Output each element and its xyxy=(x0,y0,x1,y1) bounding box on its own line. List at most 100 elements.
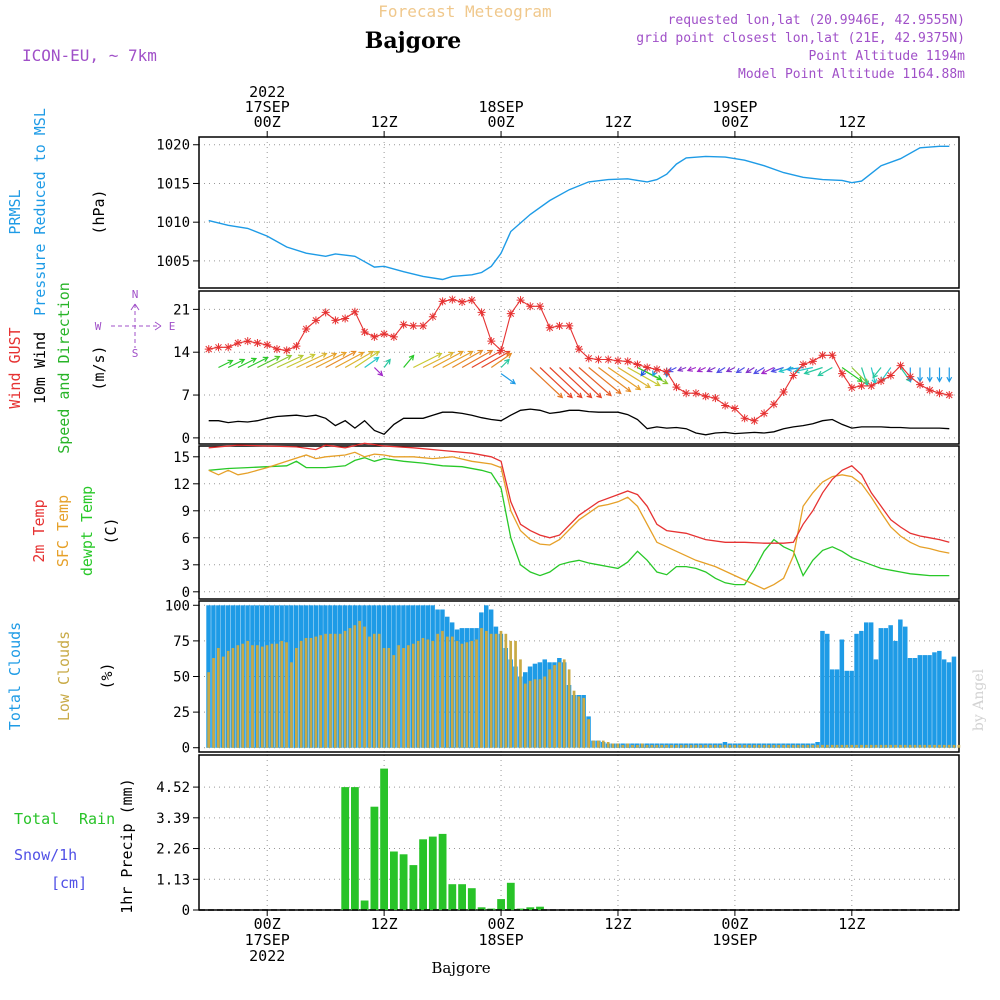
total-cloud-bar xyxy=(927,655,932,748)
low-cloud-bar xyxy=(577,696,581,748)
wind-direction-arrow xyxy=(452,349,484,369)
gust-marker xyxy=(204,345,213,354)
gust-marker xyxy=(575,345,583,354)
low-cloud-bar xyxy=(485,630,488,748)
gust-marker xyxy=(672,383,681,392)
time-label-top: 00Z xyxy=(488,113,515,131)
gust-marker xyxy=(896,361,905,370)
y-tick-label: 0 xyxy=(182,741,190,757)
y-tick-label: 2.26 xyxy=(156,842,190,858)
y-tick-label: 100 xyxy=(165,598,190,614)
low-cloud-bar xyxy=(616,743,620,748)
low-cloud-bar xyxy=(450,636,454,748)
precip-bar xyxy=(467,888,476,910)
total-cloud-bar xyxy=(825,633,830,748)
gust-marker xyxy=(282,346,291,355)
low-cloud-bar xyxy=(558,662,561,748)
time-label-bottom: 18SEP xyxy=(478,931,523,949)
gust-marker xyxy=(321,308,330,317)
total-cloud-bar xyxy=(907,658,913,748)
wind-direction-arrow xyxy=(305,352,338,369)
low-cloud-bar xyxy=(533,679,537,748)
precip-bar xyxy=(351,787,359,910)
total-cloud-bar xyxy=(849,670,854,748)
low-cloud-bar xyxy=(470,640,474,748)
gust-marker xyxy=(341,314,350,323)
wind-direction-arrow xyxy=(706,366,716,373)
time-label-bottom: 12Z xyxy=(371,915,398,933)
gust-marker xyxy=(419,321,428,330)
gust-marker xyxy=(458,298,467,307)
low-cloud-bar xyxy=(709,744,712,748)
y-tick-label: 1005 xyxy=(156,254,190,270)
panel-frame xyxy=(198,600,960,753)
low-cloud-bar xyxy=(324,633,327,748)
panel-wind: 0 7 14 21 xyxy=(173,290,960,447)
low-cloud-bar xyxy=(246,640,249,748)
low-cloud-bar xyxy=(368,636,371,748)
low-cloud-bar xyxy=(928,744,931,748)
compass-arrow-e xyxy=(154,321,162,331)
low-cloud-bar xyxy=(397,645,400,748)
wind-direction-arrow xyxy=(677,366,687,372)
low-cloud-bar xyxy=(519,659,522,748)
series-dewpt-temp xyxy=(208,457,950,586)
total-cloud-bar xyxy=(829,669,835,748)
low-cloud-bar xyxy=(421,638,425,748)
precip-bar xyxy=(341,787,350,910)
low-cloud-bar xyxy=(743,744,746,748)
low-cloud-bar xyxy=(816,744,819,748)
y-tick-label: 7 xyxy=(182,388,190,404)
low-cloud-bar xyxy=(523,683,527,748)
total-cloud-bar xyxy=(878,628,884,748)
gust-marker xyxy=(331,316,340,325)
low-cloud-bar xyxy=(801,744,805,748)
ylabel-dewpt-temp: dewpt Temp xyxy=(78,486,96,576)
total-cloud-bar xyxy=(932,652,937,748)
low-cloud-bar xyxy=(329,633,332,748)
gust-marker xyxy=(311,316,320,325)
low-cloud-bar xyxy=(874,744,878,748)
gust-marker xyxy=(360,328,369,337)
low-cloud-bar xyxy=(860,744,863,748)
label-cm: [cm] xyxy=(51,874,87,892)
low-cloud-bar xyxy=(952,744,956,748)
low-cloud-bar xyxy=(879,744,883,748)
gust-marker xyxy=(536,302,545,311)
wind-direction-arrow xyxy=(237,357,258,369)
ylabel-unit-hpa: (hPa) xyxy=(90,189,108,234)
gust-marker xyxy=(448,295,457,304)
gust-marker xyxy=(643,363,652,372)
wind-direction-arrow xyxy=(364,356,380,368)
time-label-top: 12Z xyxy=(604,113,631,131)
wind-direction-arrow xyxy=(227,358,246,369)
low-cloud-bar xyxy=(494,633,498,748)
gust-marker xyxy=(916,380,925,389)
precip-bar xyxy=(497,899,505,910)
low-cloud-bar xyxy=(343,630,347,748)
wind-direction-arrow xyxy=(373,367,384,377)
total-cloud-bar xyxy=(903,626,908,748)
y-tick-label: 0 xyxy=(182,585,190,601)
low-cloud-bar xyxy=(840,744,844,748)
gust-marker xyxy=(604,355,613,364)
gust-marker xyxy=(760,409,769,418)
gust-marker xyxy=(886,371,895,380)
gust-marker xyxy=(526,302,535,311)
precip-bar xyxy=(399,854,408,910)
wind-direction-arrow xyxy=(247,356,269,369)
ylabel-unit-pct: (%) xyxy=(98,662,116,689)
total-cloud-bar xyxy=(941,659,947,748)
low-cloud-bar xyxy=(645,744,649,748)
low-cloud-bar xyxy=(256,645,259,748)
total-cloud-bar xyxy=(844,670,849,748)
low-cloud-bar xyxy=(499,630,503,748)
low-cloud-bar xyxy=(538,679,542,748)
label-total: Total xyxy=(14,810,59,828)
low-cloud-bar xyxy=(431,640,435,748)
gust-marker xyxy=(730,404,739,413)
low-cloud-bar xyxy=(402,648,405,748)
y-tick-label: 1.13 xyxy=(156,872,190,888)
low-cloud-bar xyxy=(280,640,284,748)
gust-marker xyxy=(818,351,827,360)
